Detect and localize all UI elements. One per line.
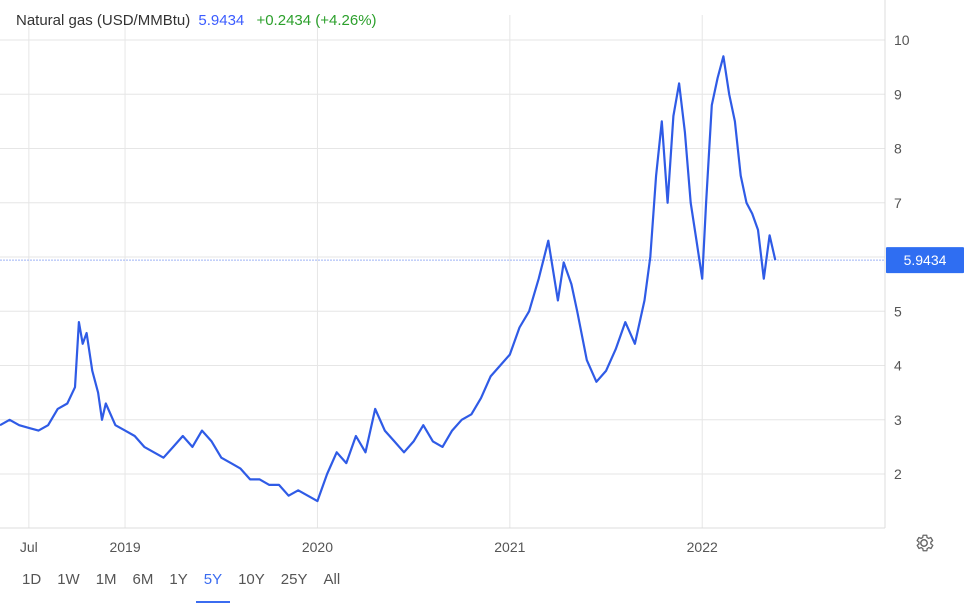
x-tick-label: Jul [20,539,38,555]
time-range-selector: 1D 1W 1M 6M 1Y 5Y 10Y 25Y All [14,568,348,604]
range-button-6m[interactable]: 6M [132,571,154,588]
range-button-1d[interactable]: 1D [22,571,42,588]
range-button-1w[interactable]: 1W [57,571,80,588]
x-tick-label: 2022 [687,539,718,555]
range-button-25y[interactable]: 25Y [280,571,308,588]
y-tick-label: 7 [894,195,902,211]
y-tick-label: 8 [894,141,902,157]
y-tick-label: 2 [894,466,902,482]
current-price-tag [886,247,964,274]
chart-header: Natural gas (USD/MMBtu) 5.9434 +0.2434 (… [16,12,377,29]
price-series-line [0,55,777,503]
y-tick-label: 5 [894,303,902,319]
range-button-all[interactable]: All [323,571,341,588]
x-tick-label: 2019 [109,539,140,555]
x-tick-label: 2020 [302,539,333,555]
range-button-1m[interactable]: 1M [95,571,117,588]
range-button-1y[interactable]: 1Y [169,571,188,588]
y-tick-label: 10 [894,32,910,48]
current-price-tag-label: 5.9434 [904,252,947,268]
x-tick-label: 2021 [494,539,525,555]
gear-icon[interactable] [913,532,935,554]
range-button-5y[interactable]: 5Y [195,568,231,603]
range-button-10y[interactable]: 10Y [238,571,265,588]
y-tick-label: 9 [894,86,902,102]
y-tick-label: 4 [894,358,902,374]
current-price: 5.9434 [198,12,245,29]
y-tick-label: 3 [894,412,902,428]
instrument-title: Natural gas (USD/MMBtu) [16,12,191,29]
price-change: +0.2434 (+4.26%) [256,12,377,29]
